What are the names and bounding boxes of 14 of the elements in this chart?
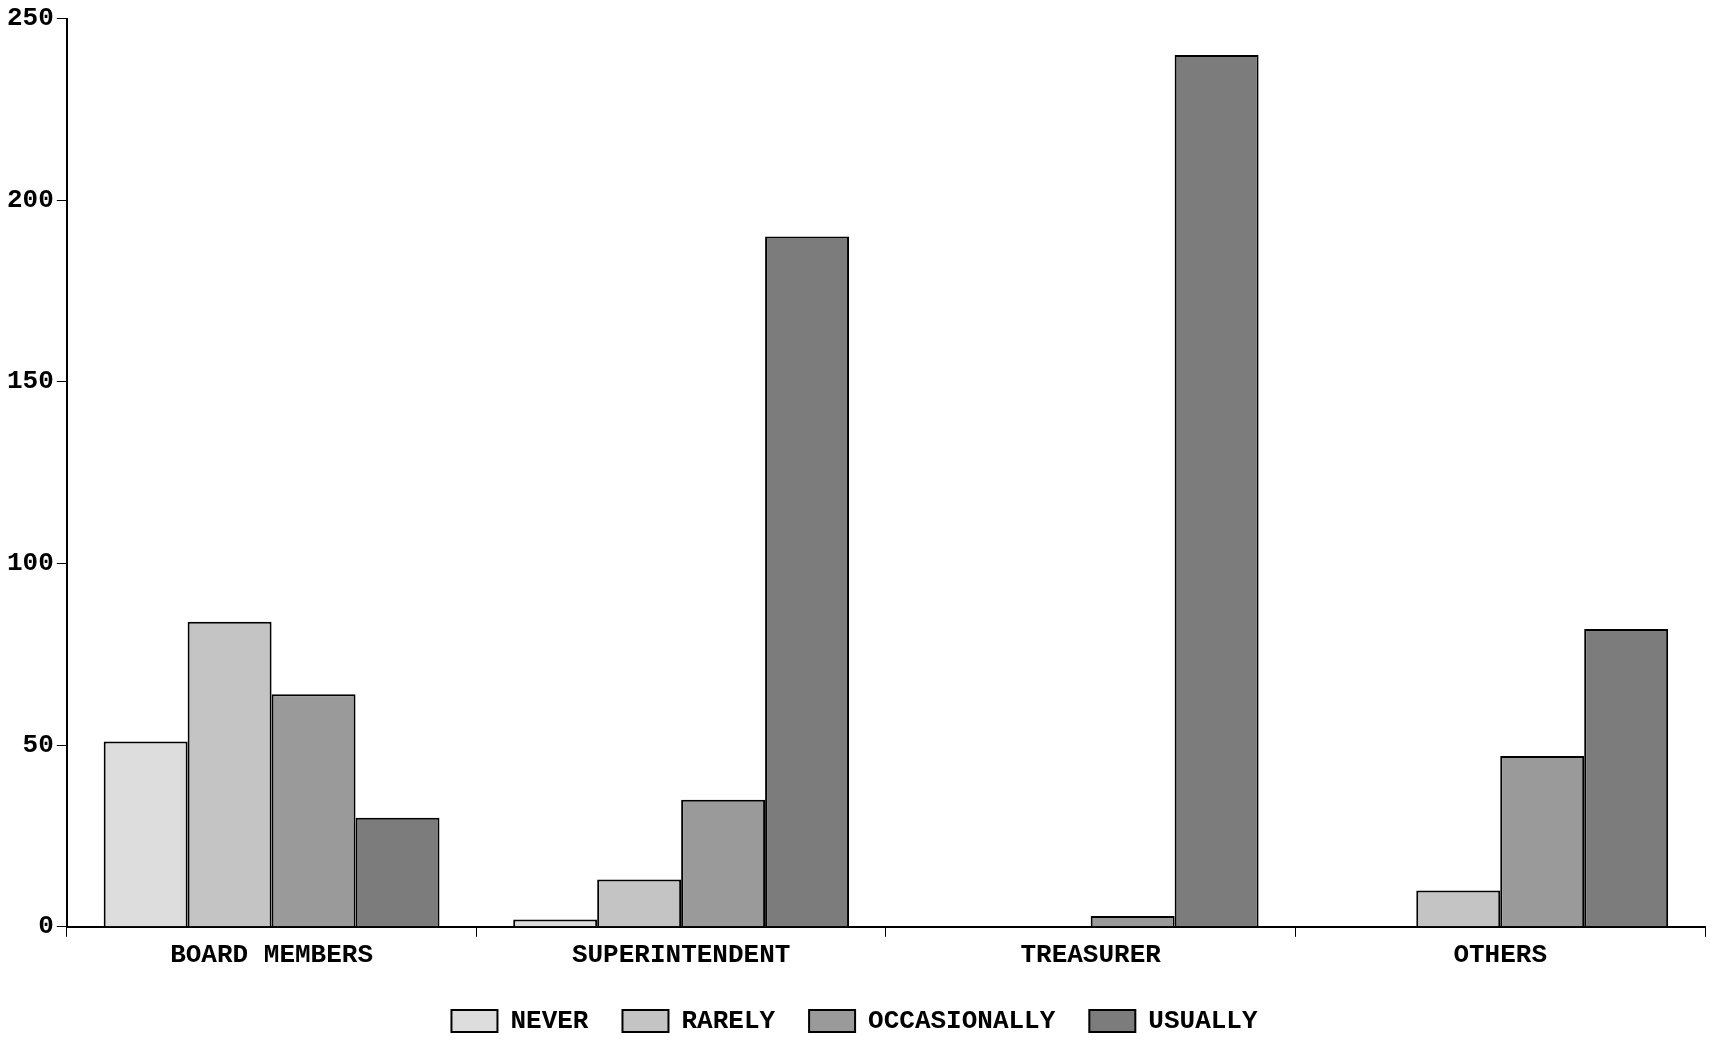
y-tick-label: 50 — [22, 729, 54, 760]
y-tick-label: 250 — [7, 3, 54, 34]
x-tick-label: BOARD MEMBERS — [170, 939, 373, 970]
y-tick-label: 0 — [38, 911, 54, 942]
legend-label: RARELY — [681, 1005, 776, 1036]
y-tick-label: 200 — [7, 184, 54, 215]
x-tick-label: OTHERS — [1453, 939, 1548, 970]
legend-label: NEVER — [510, 1005, 589, 1036]
x-tick-label: TREASURER — [1020, 939, 1162, 970]
y-tick-label: 150 — [7, 366, 54, 397]
legend-label: USUALLY — [1148, 1005, 1258, 1036]
legend-label: OCCASIONALLY — [868, 1005, 1056, 1036]
x-tick-label: SUPERINTENDENT — [571, 939, 791, 970]
y-tick-label: 100 — [7, 548, 54, 579]
